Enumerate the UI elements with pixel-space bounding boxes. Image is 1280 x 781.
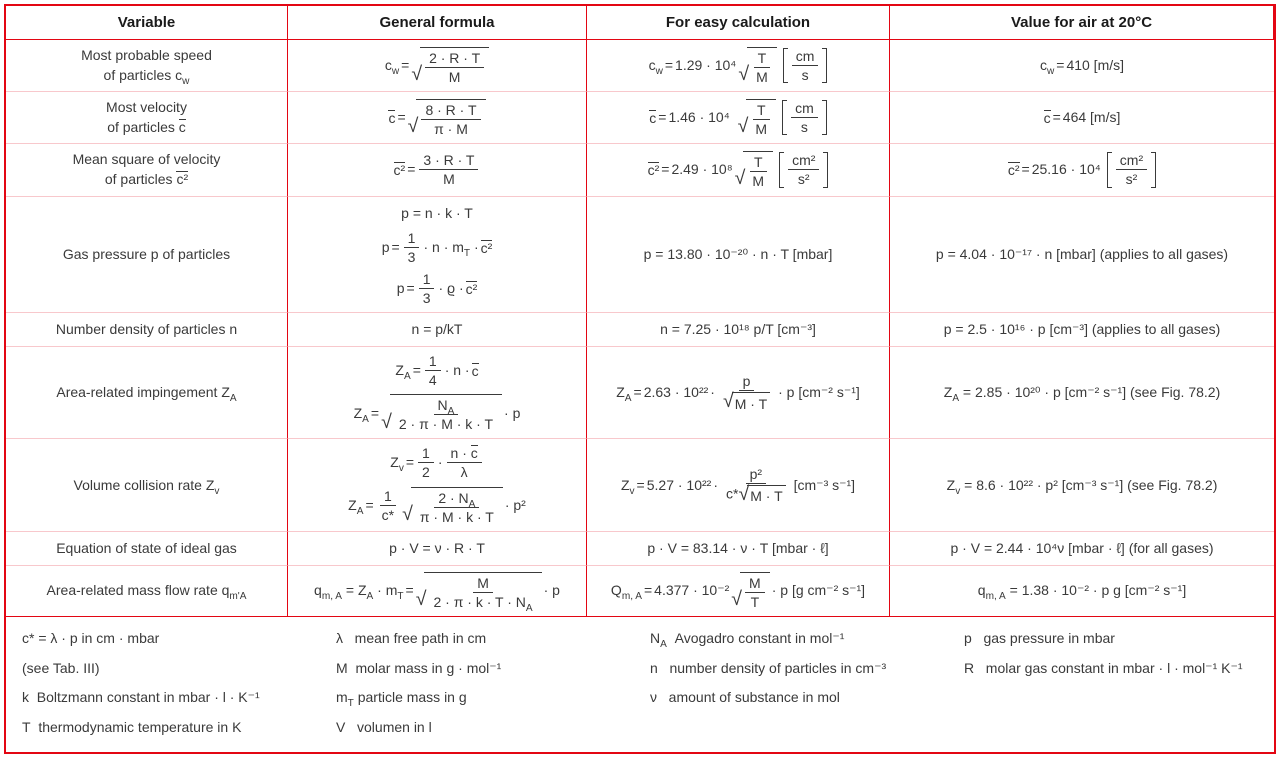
val-zv: Zv = 8.6 · 10²² · p² [cm⁻³ s⁻¹] (see Fig… bbox=[890, 439, 1274, 531]
col-header-general: General formula bbox=[288, 6, 587, 40]
easy-cw: cw = 1.29 · 10⁴ √ TM cms bbox=[587, 40, 890, 92]
easy-c2: c² = 2.49 · 10⁸ √ TM cm²s² bbox=[587, 144, 890, 196]
col-header-easy: For easy calculation bbox=[587, 6, 890, 40]
gen-za: ZA = 14 · n · c ZA = √ NA2 · π · M · k ·… bbox=[288, 347, 587, 439]
col-header-value: Value for air at 20°C bbox=[890, 6, 1274, 40]
easy-ideal: p · V = 83.14 · ν · T [mbar · ℓ] bbox=[587, 532, 890, 566]
legend-item: (see Tab. III) bbox=[22, 657, 316, 681]
legend: c* = λ · p in cm · mbar λ mean free path… bbox=[6, 617, 1274, 752]
gen-ideal: p · V = ν · R · T bbox=[288, 532, 587, 566]
legend-item: mT particle mass in g bbox=[336, 686, 630, 710]
legend-item: p gas pressure in mbar bbox=[964, 627, 1258, 651]
val-qm: qm, A = 1.38 · 10⁻² · p g [cm⁻² s⁻¹] bbox=[890, 566, 1274, 617]
legend-item bbox=[650, 716, 944, 740]
val-cbar: c = 464 [m/s] bbox=[890, 92, 1274, 144]
var-c2: Mean square of velocity of particles c² bbox=[6, 144, 288, 196]
gen-zv: Zv = 12 · n · c λ ZA = 1c* √ 2 · NAπ · M… bbox=[288, 439, 587, 531]
legend-item bbox=[964, 686, 1258, 710]
val-cw: cw = 410 [m/s] bbox=[890, 40, 1274, 92]
var-cbar: Most velocity of particles c bbox=[6, 92, 288, 144]
legend-item: V volumen in l bbox=[336, 716, 630, 740]
legend-item: M molar mass in g · mol⁻¹ bbox=[336, 657, 630, 681]
legend-item: T thermodynamic temperature in K bbox=[22, 716, 316, 740]
var-za: Area-related impingement ZA bbox=[6, 347, 288, 439]
easy-zv: Zv = 5.27 · 10²² · p² c*√M · T [cm⁻³ s⁻¹… bbox=[587, 439, 890, 531]
formula-table: Variable General formula For easy calcul… bbox=[4, 4, 1276, 754]
legend-item bbox=[964, 716, 1258, 740]
var-qm: Area-related mass flow rate qm'A bbox=[6, 566, 288, 617]
legend-item: NA Avogadro constant in mol⁻¹ bbox=[650, 627, 944, 651]
legend-item: ν amount of substance in mol bbox=[650, 686, 944, 710]
gen-cw: cw = √ 2 · R · TM bbox=[288, 40, 587, 92]
var-n: Number density of particles n bbox=[6, 313, 288, 347]
easy-za: ZA = 2.63 · 10²² · p √M · T · p [cm⁻² s⁻… bbox=[587, 347, 890, 439]
gen-qm: qm, A = ZA · mT = √ M2 · π · k · T · NA … bbox=[288, 566, 587, 617]
gen-c2: c² = 3 · R · TM bbox=[288, 144, 587, 196]
legend-item: λ mean free path in cm bbox=[336, 627, 630, 651]
gen-n: n = p/kT bbox=[288, 313, 587, 347]
val-n: p = 2.5 · 10¹⁶ · p [cm⁻³] (applies to al… bbox=[890, 313, 1274, 347]
easy-qm: Qm, A = 4.377 · 10⁻² √ MT · p [g cm⁻² s⁻… bbox=[587, 566, 890, 617]
col-header-variable: Variable bbox=[6, 6, 288, 40]
easy-p: p = 13.80 · 10⁻²⁰ · n · T [mbar] bbox=[587, 197, 890, 313]
legend-item: k Boltzmann constant in mbar · l · K⁻¹ bbox=[22, 686, 316, 710]
legend-item: n number density of particles in cm⁻³ bbox=[650, 657, 944, 681]
val-za: ZA = 2.85 · 10²⁰ · p [cm⁻² s⁻¹] (see Fig… bbox=[890, 347, 1274, 439]
val-p: p = 4.04 · 10⁻¹⁷ · n [mbar] (applies to … bbox=[890, 197, 1274, 313]
val-ideal: p · V = 2.44 · 10⁴ν [mbar · ℓ] (for all … bbox=[890, 532, 1274, 566]
var-p: Gas pressure p of particles bbox=[6, 197, 288, 313]
legend-item: R molar gas constant in mbar · l · mol⁻¹… bbox=[964, 657, 1258, 681]
gen-cbar: c = √ 8 · R · Tπ · M bbox=[288, 92, 587, 144]
var-cw: Most probable speed of particles cw bbox=[6, 40, 288, 92]
val-c2: c² = 25.16 · 10⁴ cm²s² bbox=[890, 144, 1274, 196]
var-zv: Volume collision rate Zv bbox=[6, 439, 288, 531]
gen-p: p = n · k · T p = 13 · n · mT · c² p = 1… bbox=[288, 197, 587, 313]
legend-item: c* = λ · p in cm · mbar bbox=[22, 627, 316, 651]
easy-cbar: c = 1.46 · 10⁴ √ TM cms bbox=[587, 92, 890, 144]
easy-n: n = 7.25 · 10¹⁸ p/T [cm⁻³] bbox=[587, 313, 890, 347]
var-ideal: Equation of state of ideal gas bbox=[6, 532, 288, 566]
